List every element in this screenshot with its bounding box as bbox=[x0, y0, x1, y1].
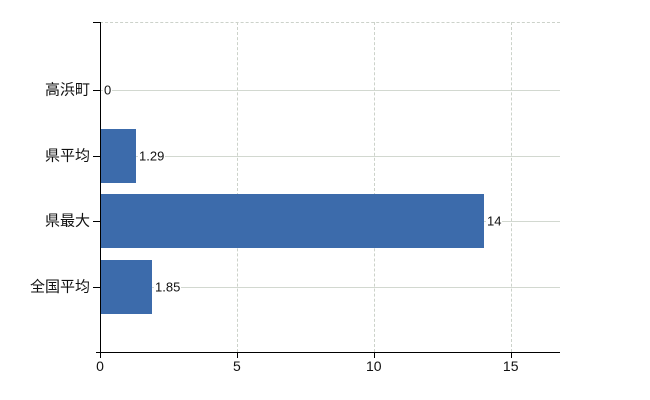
category-label: 全国平均 bbox=[29, 278, 90, 295]
bar-value-label: 0 bbox=[103, 82, 113, 98]
bar-value-label: 1.85 bbox=[154, 279, 182, 294]
x-axis-tick bbox=[373, 352, 375, 358]
plot-top-border bbox=[100, 22, 560, 23]
y-axis-line bbox=[100, 22, 101, 352]
x-tick-label: 0 bbox=[96, 358, 104, 374]
x-tick-label: 5 bbox=[232, 358, 241, 374]
x-axis-line bbox=[96, 352, 560, 353]
category-label: 高浜町 bbox=[44, 81, 90, 99]
row-gridline bbox=[101, 155, 560, 157]
plot-area: 0 1.29 14 1.85 bbox=[93, 22, 560, 358]
x-gridline bbox=[373, 22, 375, 352]
x-axis-tick bbox=[236, 352, 238, 358]
row-gridline bbox=[101, 90, 560, 91]
bar bbox=[101, 128, 136, 183]
x-axis-tick bbox=[510, 352, 512, 358]
bar-value-label: 1.29 bbox=[138, 148, 166, 163]
x-axis-tick bbox=[100, 352, 101, 358]
y-axis-tick bbox=[93, 90, 100, 91]
category-label: 県平均 bbox=[44, 147, 90, 164]
y-axis-tick bbox=[93, 155, 100, 157]
bar bbox=[101, 259, 152, 314]
y-axis-tick bbox=[93, 286, 100, 288]
x-gridline bbox=[236, 22, 238, 352]
category-label: 県最大 bbox=[44, 212, 90, 230]
x-tick-label: 10 bbox=[366, 358, 382, 374]
bar bbox=[101, 194, 484, 248]
y-axis-tick bbox=[93, 221, 100, 222]
y-axis-end-tick bbox=[93, 22, 100, 23]
row-gridline bbox=[101, 286, 560, 288]
bar-value-label: 14 bbox=[486, 213, 503, 229]
x-tick-label: 15 bbox=[502, 358, 519, 374]
x-gridline bbox=[510, 22, 512, 352]
